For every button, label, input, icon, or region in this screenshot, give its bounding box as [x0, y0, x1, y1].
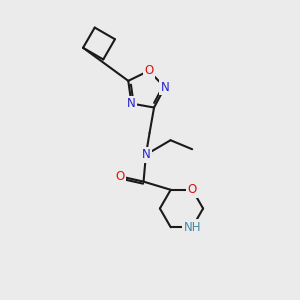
Text: O: O — [115, 170, 124, 183]
Text: O: O — [188, 183, 197, 196]
Text: NH: NH — [184, 221, 201, 234]
Text: N: N — [142, 148, 150, 161]
Text: N: N — [127, 97, 136, 110]
Text: O: O — [144, 64, 154, 77]
Text: N: N — [160, 81, 169, 94]
